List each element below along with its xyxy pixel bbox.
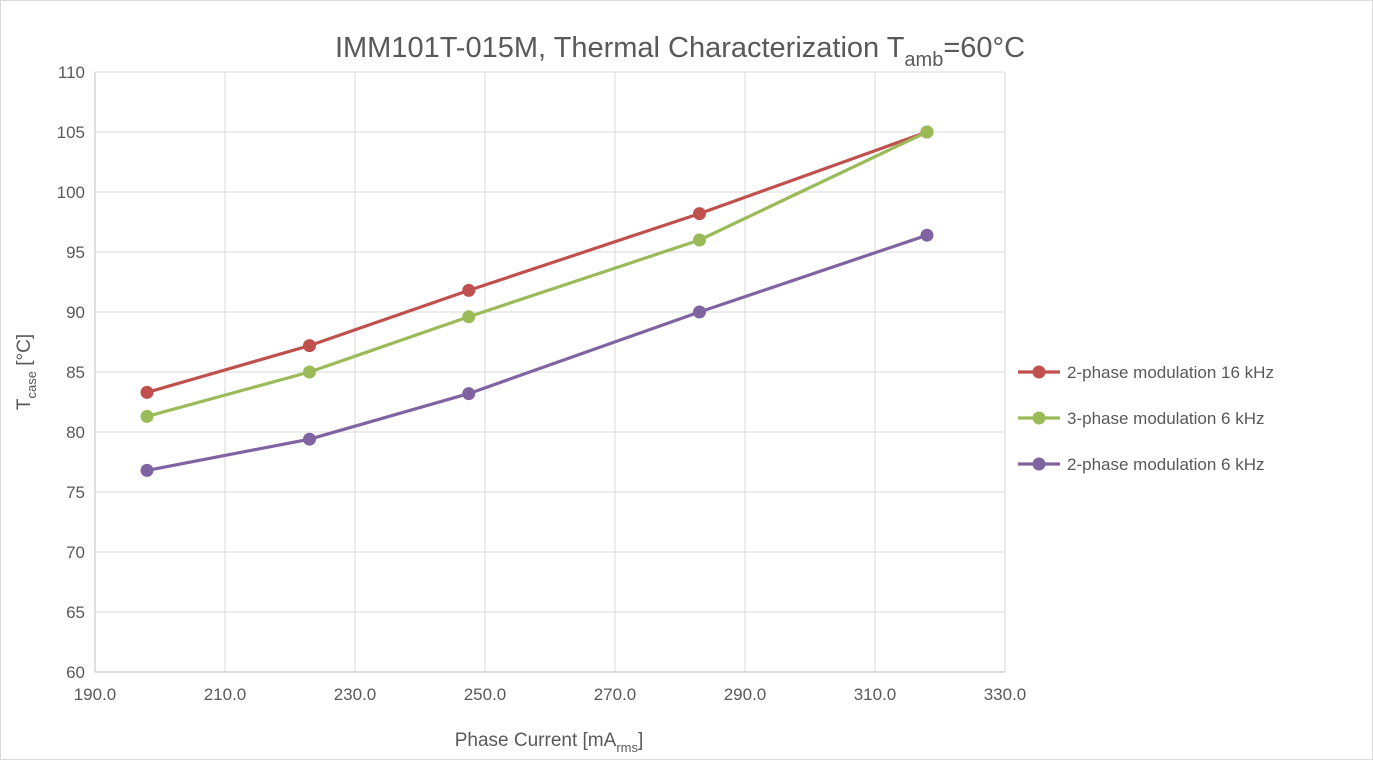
y-tick-label: 100	[57, 183, 85, 202]
x-tick-label: 290.0	[724, 685, 767, 704]
y-tick-label: 70	[66, 543, 85, 562]
x-tick-label: 310.0	[854, 685, 897, 704]
tick-label-layer: 60 65 70 75 80 85 90 95 100 105 110 190.0 210.0 230.0…	[57, 63, 1027, 704]
legend-swatch-marker	[1032, 457, 1046, 471]
legend-label: 3-phase modulation 6 kHz	[1067, 409, 1265, 428]
y-tick-label: 105	[57, 123, 85, 142]
legend-item: 3-phase modulation 6 kHz	[1018, 409, 1265, 428]
y-tick-label: 85	[66, 363, 85, 382]
data-point	[693, 233, 706, 247]
data-point	[920, 228, 934, 242]
grid-layer	[94, 71, 1006, 673]
x-tick-label: 210.0	[204, 685, 247, 704]
y-axis-title: Tcase [°C]	[14, 334, 39, 410]
data-point	[140, 409, 154, 423]
x-axis-title: Phase Current [mArms]	[455, 730, 644, 755]
series-2	[140, 125, 934, 423]
legend-label: 2-phase modulation 6 kHz	[1067, 455, 1265, 474]
data-point	[462, 387, 476, 401]
data-point	[462, 310, 476, 324]
series-layer	[140, 125, 934, 477]
y-tick-label: 110	[58, 63, 85, 82]
data-point	[693, 207, 706, 221]
x-tick-label: 330.0	[984, 685, 1027, 704]
legend-item: 2-phase modulation 6 kHz	[1018, 455, 1265, 474]
x-tick-label: 250.0	[464, 685, 507, 704]
chart-title: IMM101T-015M, Thermal Characterization T…	[335, 32, 1025, 71]
series-3	[140, 228, 934, 477]
x-tick-label: 230.0	[334, 685, 377, 704]
data-point	[693, 305, 706, 319]
x-tick-label: 270.0	[594, 685, 637, 704]
legend-swatch-marker	[1032, 411, 1046, 425]
axis-layer	[94, 72, 1005, 673]
data-point	[140, 463, 154, 477]
data-point	[303, 339, 316, 353]
data-point	[920, 125, 934, 139]
data-point	[462, 283, 476, 297]
legend: 2-phase modulation 16 kHz 3-phase modulat…	[1018, 363, 1274, 474]
y-tick-label: 75	[66, 483, 85, 502]
data-point	[303, 432, 316, 446]
data-point	[303, 365, 316, 379]
x-tick-label: 190.0	[74, 685, 117, 704]
series-1	[140, 125, 934, 399]
legend-label: 2-phase modulation 16 kHz	[1067, 363, 1274, 382]
series-line	[146, 130, 928, 394]
y-tick-label: 95	[66, 243, 85, 262]
y-tick-label: 90	[66, 303, 85, 322]
y-tick-label: 60	[66, 663, 85, 682]
y-tick-label: 80	[66, 423, 85, 442]
data-point	[140, 385, 154, 399]
series-line	[146, 233, 928, 472]
legend-swatch-marker	[1032, 365, 1046, 379]
y-tick-label: 65	[66, 603, 85, 622]
legend-item: 2-phase modulation 16 kHz	[1018, 363, 1274, 382]
